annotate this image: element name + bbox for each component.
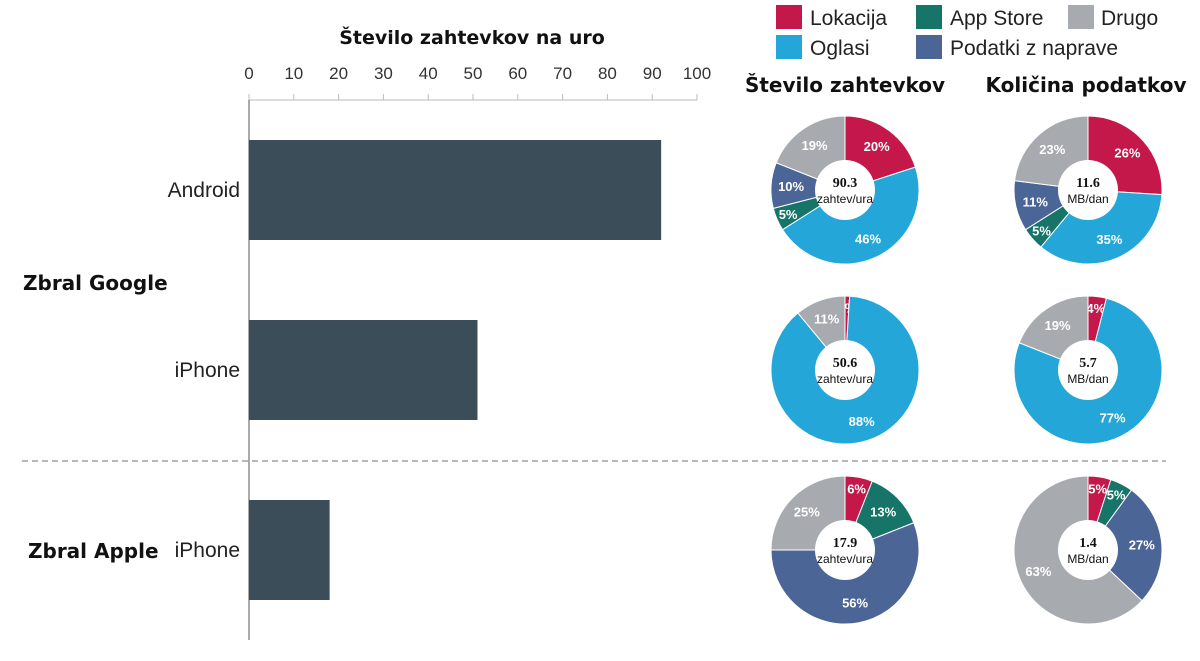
slice-percent-label: 35% xyxy=(1096,232,1122,247)
slice-percent-label: 20% xyxy=(864,139,890,154)
donut-center-unit: zahtev/ura xyxy=(817,192,873,206)
donut-hole xyxy=(1058,160,1118,220)
x-tick-label: 90 xyxy=(643,64,662,83)
legend-label: App Store xyxy=(950,7,1043,30)
group-label-google: Zbral Google xyxy=(23,271,168,295)
slice-percent-label: 4% xyxy=(1086,301,1105,316)
donut-center-value: 1.4 xyxy=(1079,536,1097,551)
slice-percent-label: 10% xyxy=(778,179,804,194)
donut-center-unit: MB/dan xyxy=(1067,552,1108,566)
donut-center-unit: MB/dan xyxy=(1067,192,1108,206)
donut-center-value: 17.9 xyxy=(833,536,858,551)
donut-center-value: 50.6 xyxy=(833,356,858,371)
legend-swatch xyxy=(916,5,942,29)
donut-slice xyxy=(1087,489,1163,602)
legend-swatch xyxy=(916,35,942,59)
donut-hole xyxy=(815,340,875,400)
x-axis-ticks: 0 10 20 30 40 50 60 70 80 90 100 xyxy=(244,64,711,100)
x-tick-label: 0 xyxy=(244,64,253,83)
donut-center-value: 90.3 xyxy=(833,176,858,191)
donut-slice xyxy=(1040,189,1163,265)
donut-center-unit: zahtev/ura xyxy=(817,372,873,386)
bar-chart-title: Število zahtevkov na uro xyxy=(339,25,605,49)
slice-percent-label: 5% xyxy=(1032,224,1051,239)
legend-swatch xyxy=(776,35,802,59)
slice-percent-label: 11% xyxy=(814,312,840,327)
slice-percent-label: 19% xyxy=(1045,318,1071,333)
x-tick-label: 40 xyxy=(419,64,438,83)
donut-hole xyxy=(815,160,875,220)
slice-percent-label: 46% xyxy=(855,231,881,246)
slice-percent-label: 5% xyxy=(1088,481,1107,496)
legend-swatch xyxy=(776,5,802,29)
group-label-apple: Zbral Apple xyxy=(28,539,159,563)
bar xyxy=(249,320,478,420)
column-title-data-volume: Količina podatkov xyxy=(986,73,1187,97)
slice-percent-label: 6% xyxy=(847,482,866,497)
x-tick-label: 50 xyxy=(464,64,483,83)
donut-center-unit: zahtev/ura xyxy=(817,552,873,566)
donut-chart: 4% 77% 19% 5.7MB/dan xyxy=(1013,295,1163,445)
donut-hole xyxy=(815,520,875,580)
donut-hole xyxy=(1058,340,1118,400)
slice-percent-label: 26% xyxy=(1114,146,1140,161)
legend-label: Drugo xyxy=(1101,7,1158,30)
slice-percent-label: 5% xyxy=(1107,487,1126,502)
donut-center-value: 5.7 xyxy=(1079,356,1097,371)
category-label: iPhone xyxy=(175,539,240,562)
donut-center-value: 11.6 xyxy=(1076,176,1100,191)
donut-chart: 26% 35% 5% 11% 23% 11.6MB/dan xyxy=(1013,115,1163,265)
slice-percent-label: 13% xyxy=(870,504,896,519)
donut-center-unit: MB/dan xyxy=(1067,372,1108,386)
category-label: iPhone xyxy=(175,359,240,382)
slice-percent-label: 25% xyxy=(794,504,820,519)
slice-percent-label: 63% xyxy=(1025,564,1051,579)
legend: Lokacija App Store Drugo Oglasi Podatki z na… xyxy=(776,5,1158,60)
x-tick-label: 60 xyxy=(508,64,527,83)
category-label: Android xyxy=(168,179,240,202)
slice-percent-label: 5% xyxy=(779,207,798,222)
bar-rows: Android iPhone iPhone xyxy=(168,140,662,600)
x-tick-label: 10 xyxy=(284,64,303,83)
legend-label: Lokacija xyxy=(810,7,887,30)
slice-percent-label: 23% xyxy=(1039,142,1065,157)
bar xyxy=(249,500,330,600)
x-tick-label: 70 xyxy=(553,64,572,83)
bar-chart: Število zahtevkov na uro 0 10 20 30 40 50 60 70… xyxy=(23,25,711,640)
donut-charts: 20%46%5%10%19%90.3zahtev/ura26%35%5%11%2… xyxy=(770,115,1163,625)
donut-chart: 5% 5% 27% 63% 1.4MB/dan xyxy=(1013,475,1163,625)
slice-percent-label: 27% xyxy=(1129,537,1155,552)
slice-percent-label: 88% xyxy=(849,414,875,429)
x-tick-label: 30 xyxy=(374,64,393,83)
x-tick-label: 20 xyxy=(329,64,348,83)
slice-percent-label: 11% xyxy=(1023,194,1049,209)
x-tick-label: 100 xyxy=(683,64,711,83)
legend-label: Podatki z naprave xyxy=(950,37,1118,60)
legend-label: Oglasi xyxy=(810,37,870,60)
bar xyxy=(249,140,662,240)
slice-percent-label: 77% xyxy=(1099,411,1125,426)
legend-swatch xyxy=(1068,5,1094,29)
column-title-requests: Število zahtevkov xyxy=(745,73,945,97)
slice-percent-label: 19% xyxy=(802,138,828,153)
x-tick-label: 80 xyxy=(598,64,617,83)
donut-hole xyxy=(1058,520,1118,580)
slice-percent-label: 56% xyxy=(842,596,868,611)
